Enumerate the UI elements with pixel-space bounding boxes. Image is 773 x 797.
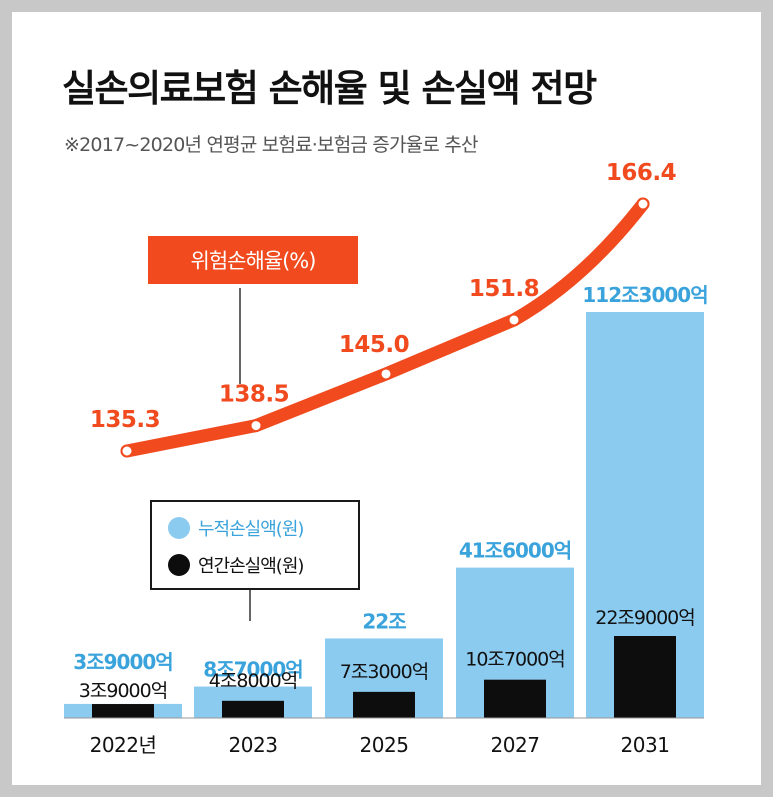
cumulative-label-3: 41조6000억 bbox=[459, 539, 571, 563]
annual-swatch bbox=[168, 554, 190, 576]
loss-ratio-label-0: 135.3 bbox=[90, 407, 160, 433]
cumulative-swatch bbox=[168, 517, 190, 539]
loss-ratio-label-4: 166.4 bbox=[606, 160, 676, 186]
cumulative-label-0: 3조9000억 bbox=[73, 650, 172, 674]
line-legend-label: 위험손해율(%) bbox=[191, 249, 316, 273]
annual-label-2: 7조3000억 bbox=[340, 661, 428, 683]
legend-label-cumulative: 누적손실액(원) bbox=[198, 519, 304, 540]
legend-item-cumulative: 누적손실액(원) bbox=[168, 515, 304, 541]
annual-label-4: 22조9000억 bbox=[595, 607, 695, 629]
bar-legend: 누적손실액(원) 연간손실액(원) bbox=[150, 500, 360, 590]
chart-subtitle: ※2017~2020년 연평균 보험료·보험금 증가율로 추산 bbox=[64, 134, 478, 156]
legend-item-annual: 연간손실액(원) bbox=[168, 552, 304, 578]
annual-bar-2 bbox=[353, 691, 415, 718]
loss-ratio-label-3: 151.8 bbox=[469, 276, 539, 302]
cumulative-label-4: 112조3000억 bbox=[582, 283, 707, 307]
annual-bar-0 bbox=[92, 704, 154, 718]
loss-ratio-label-2: 145.0 bbox=[339, 332, 409, 358]
x-tick-label-1: 2023 bbox=[229, 733, 278, 757]
x-tick-label-0: 2022년 bbox=[90, 733, 157, 757]
annual-bar-4 bbox=[614, 636, 676, 718]
loss-ratio-point-1 bbox=[249, 419, 263, 433]
loss-ratio-point-0 bbox=[120, 444, 134, 458]
legend-label-annual: 연간손실액(원) bbox=[198, 556, 304, 577]
annual-label-1: 4조8000억 bbox=[209, 670, 297, 692]
line-legend-box bbox=[148, 236, 358, 284]
annual-bar-3 bbox=[484, 679, 546, 718]
annual-bar-1 bbox=[222, 700, 284, 718]
x-tick-label-3: 2027 bbox=[491, 733, 540, 757]
annual-label-0: 3조9000억 bbox=[79, 680, 167, 702]
chart-title: 실손의료보험 손해율 및 손실액 전망 bbox=[62, 67, 597, 110]
loss-ratio-point-3 bbox=[507, 313, 521, 327]
cumulative-label-1: 8조7000억 bbox=[203, 658, 302, 682]
x-tick-label-2: 2025 bbox=[360, 733, 409, 757]
loss-ratio-point-2 bbox=[379, 367, 393, 381]
cumulative-label-2: 22조 bbox=[362, 609, 406, 633]
x-tick-label-4: 2031 bbox=[621, 733, 670, 757]
loss-ratio-label-1: 138.5 bbox=[219, 382, 289, 408]
annual-label-3: 10조7000억 bbox=[465, 649, 565, 671]
loss-ratio-point-4 bbox=[636, 197, 650, 211]
